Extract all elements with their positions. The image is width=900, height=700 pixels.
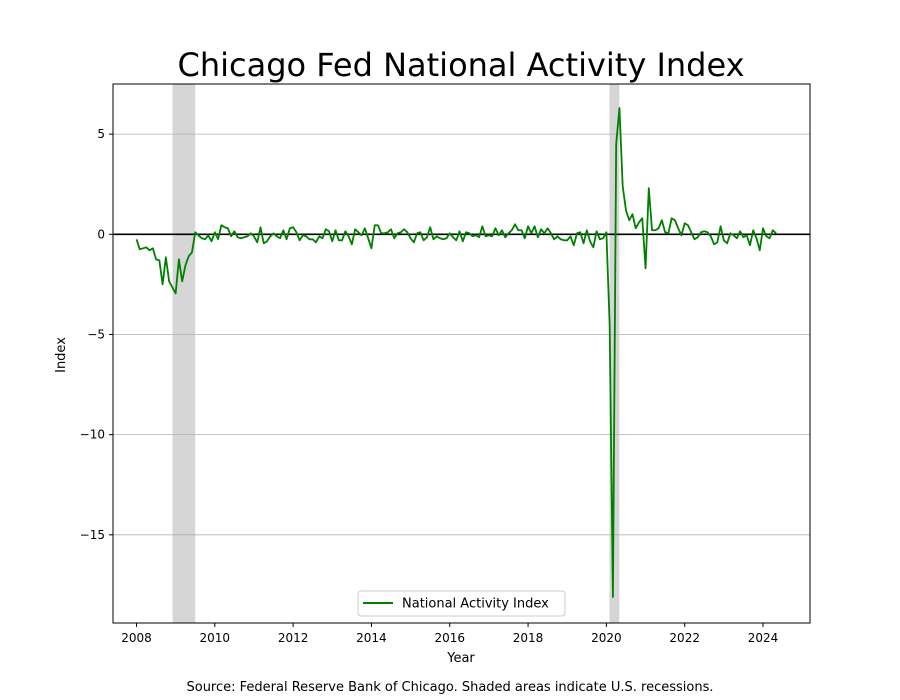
legend-box [357,590,566,617]
series-line-national-activity-index [135,107,777,598]
recession-bands [172,84,620,623]
y-axis-label: Index [54,337,69,373]
x-tick-label: 2024 [748,631,779,645]
legend: National Activity Index [357,590,566,617]
x-tick-label: 2022 [669,631,700,645]
x-tick-label: 2008 [121,631,152,645]
x-tick-label: 2020 [591,631,622,645]
chart-title: Chicago Fed National Activity Index [177,46,744,84]
x-axis-label: Year [446,651,475,666]
recession-band-1 [172,84,196,623]
y-tick-label: −5 [87,327,105,341]
x-tick-label: 2018 [513,631,544,645]
source-caption: Source: Federal Reserve Bank of Chicago.… [186,680,714,695]
x-tick-label: 2012 [278,631,309,645]
y-tick-label: 0 [97,227,105,241]
legend-label-national-activity-index: National Activity Index [402,597,549,612]
series-layer [135,107,777,598]
y-tick-label: −10 [80,428,105,442]
y-tick-label: −15 [80,528,105,542]
x-tick-label: 2014 [356,631,387,645]
x-tick-label: 2010 [200,631,231,645]
x-axis: 2008 2010 2012 2014 2016 2018 2020 2022 2024 [121,623,778,645]
x-tick-label: 2016 [434,631,465,645]
y-tick-label: 5 [97,127,105,141]
y-axis: 5 0 −5 −10 −15 [80,127,113,542]
y-gridlines [113,133,810,536]
plot-frame [112,83,811,624]
